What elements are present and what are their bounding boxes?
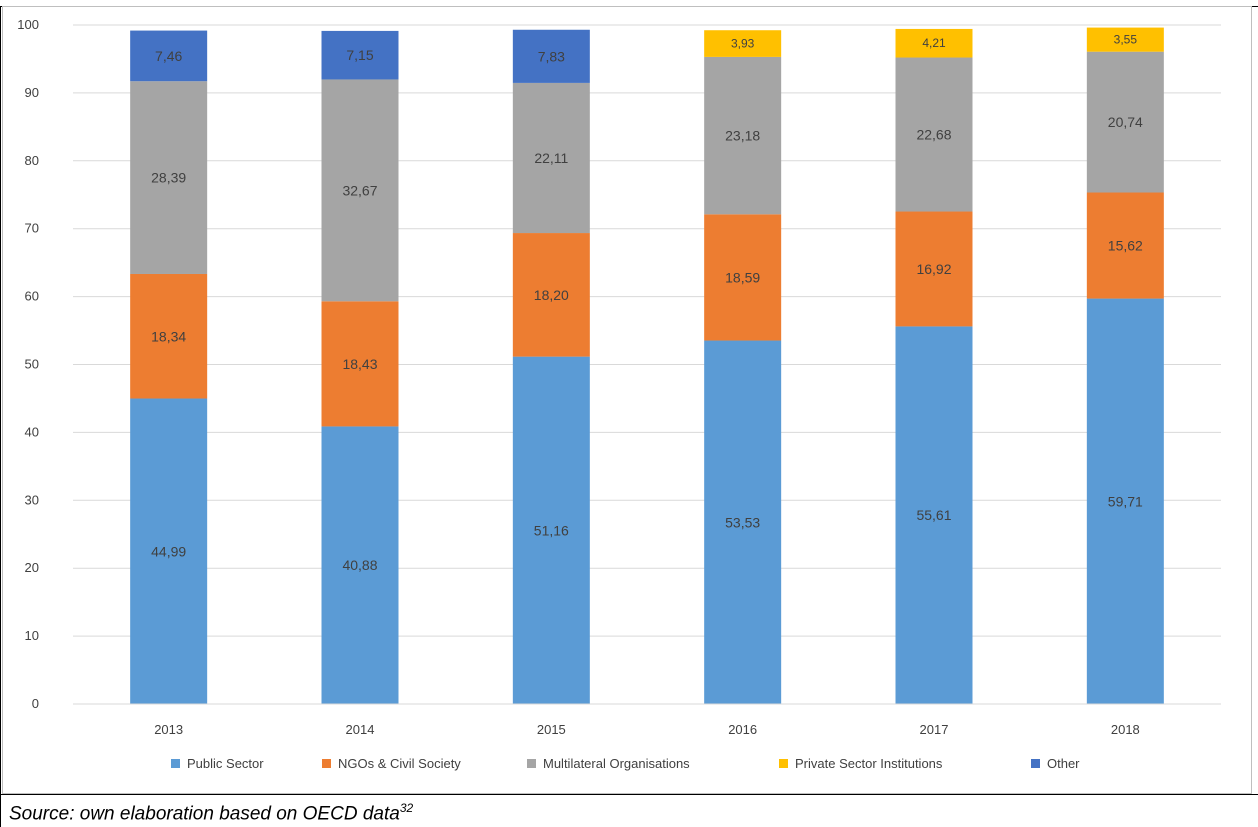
y-tick-label: 60 bbox=[25, 289, 39, 304]
data-label: 28,39 bbox=[151, 170, 186, 186]
legend-swatch bbox=[1031, 759, 1040, 768]
legend-label: Other bbox=[1047, 756, 1080, 771]
bar-segment bbox=[895, 28, 973, 58]
gridlines bbox=[73, 24, 1221, 637]
data-label: 7,46 bbox=[155, 48, 182, 64]
y-tick-label: 70 bbox=[25, 221, 39, 236]
source-caption-text: Source: own elaboration based on OECD da… bbox=[9, 803, 400, 825]
bar-segment bbox=[1086, 51, 1164, 193]
legend-item: NGOs & Civil Society bbox=[322, 756, 461, 771]
legend-swatch bbox=[527, 759, 536, 768]
data-label: 44,99 bbox=[151, 543, 186, 559]
data-label: 15,62 bbox=[1108, 238, 1143, 254]
bars bbox=[130, 27, 1164, 704]
y-tick-label: 80 bbox=[25, 153, 39, 168]
source-caption-row: Source: own elaboration based on OECD da… bbox=[0, 794, 1258, 827]
data-label: 32,67 bbox=[342, 182, 377, 198]
data-label: 7,15 bbox=[346, 47, 373, 63]
bar-segment bbox=[130, 30, 208, 82]
data-label: 22,11 bbox=[534, 150, 568, 166]
bar-segment bbox=[512, 356, 590, 704]
bar-segment bbox=[512, 82, 590, 234]
legend-item: Other bbox=[1031, 756, 1080, 771]
bar-segment bbox=[1086, 27, 1164, 52]
legend-label: Public Sector bbox=[187, 756, 264, 771]
bar-segment bbox=[895, 57, 973, 212]
data-label: 20,74 bbox=[1108, 114, 1143, 130]
data-label: 51,16 bbox=[534, 522, 569, 538]
y-axis: 0 10 20 30 40 50 60 70 80 90 100 bbox=[17, 17, 39, 711]
bar-segment bbox=[704, 340, 782, 704]
legend-item: Public Sector bbox=[171, 756, 264, 771]
legend-item: Multilateral Organisations bbox=[527, 756, 690, 771]
x-tick-label: 2017 bbox=[920, 722, 949, 737]
data-label: 3,55 bbox=[1114, 33, 1138, 47]
table-left-border bbox=[0, 6, 1, 796]
x-tick-label: 2013 bbox=[154, 722, 183, 737]
bar-segment bbox=[512, 233, 590, 357]
bar-segment bbox=[895, 211, 973, 327]
data-label: 3,93 bbox=[731, 37, 755, 51]
bar-segment bbox=[704, 30, 782, 57]
legend-label: Multilateral Organisations bbox=[543, 756, 690, 771]
y-tick-label: 10 bbox=[25, 628, 39, 643]
legend-swatch bbox=[779, 759, 788, 768]
data-label: 18,43 bbox=[342, 356, 377, 372]
data-label: 18,20 bbox=[534, 287, 569, 303]
bar-segment bbox=[321, 301, 399, 427]
bar-segment bbox=[130, 81, 208, 274]
bar-segment bbox=[321, 426, 399, 704]
data-label: 16,92 bbox=[916, 261, 951, 277]
bar-segment bbox=[130, 398, 208, 704]
x-tick-label: 2014 bbox=[346, 722, 375, 737]
data-label: 18,34 bbox=[151, 328, 186, 344]
data-label: 23,18 bbox=[725, 128, 760, 144]
legend-swatch bbox=[171, 759, 180, 768]
y-tick-label: 0 bbox=[32, 696, 39, 711]
stacked-bar-chart: 0 10 20 30 40 50 60 70 80 90 100 44,99 18,34 28,39 7,… bbox=[17, 17, 1221, 771]
data-label: 22,68 bbox=[916, 127, 951, 143]
legend-label: Private Sector Institutions bbox=[795, 756, 943, 771]
source-footnote-ref: 32 bbox=[399, 801, 414, 815]
bar-segment bbox=[1086, 298, 1164, 704]
data-label: 4,21 bbox=[922, 36, 946, 50]
y-tick-label: 50 bbox=[25, 357, 39, 372]
y-tick-label: 30 bbox=[25, 492, 39, 507]
data-label: 59,71 bbox=[1108, 493, 1143, 509]
data-label: 55,61 bbox=[916, 507, 951, 523]
data-label: 40,88 bbox=[342, 557, 377, 573]
x-tick-label: 2015 bbox=[537, 722, 566, 737]
y-tick-label: 90 bbox=[25, 85, 39, 100]
x-tick-label: 2018 bbox=[1111, 722, 1140, 737]
bar-segment bbox=[895, 326, 973, 704]
bar-segment bbox=[130, 273, 208, 399]
bar-segment bbox=[321, 30, 399, 80]
source-caption: Source: own elaboration based on OECD da… bbox=[9, 801, 413, 825]
chart-area: 0 10 20 30 40 50 60 70 80 90 100 44,99 18,34 28,39 7,… bbox=[2, 6, 1252, 794]
bar-segment bbox=[704, 214, 782, 341]
legend-swatch bbox=[322, 759, 331, 768]
bar-segment bbox=[704, 56, 782, 215]
legend: Public Sector NGOs & Civil Society Multila… bbox=[171, 756, 1080, 771]
y-tick-label: 40 bbox=[25, 424, 39, 439]
data-label: 7,83 bbox=[538, 48, 565, 64]
data-label: 18,59 bbox=[725, 269, 760, 285]
legend-label: NGOs & Civil Society bbox=[338, 756, 461, 771]
x-tick-label: 2016 bbox=[728, 722, 757, 737]
bar-segment bbox=[321, 79, 399, 302]
x-axis: 2013 2014 2015 2016 2017 2018 bbox=[73, 703, 1221, 737]
data-label: 53,53 bbox=[725, 514, 760, 530]
y-tick-label: 100 bbox=[17, 17, 39, 32]
legend-item: Private Sector Institutions bbox=[779, 756, 943, 771]
bar-segment bbox=[512, 29, 590, 83]
y-tick-label: 20 bbox=[25, 560, 39, 575]
data-labels: 44,99 18,34 28,39 7,46 40,88 18,43 32,67 7,15 51… bbox=[151, 33, 1143, 574]
bar-segment bbox=[1086, 192, 1164, 299]
